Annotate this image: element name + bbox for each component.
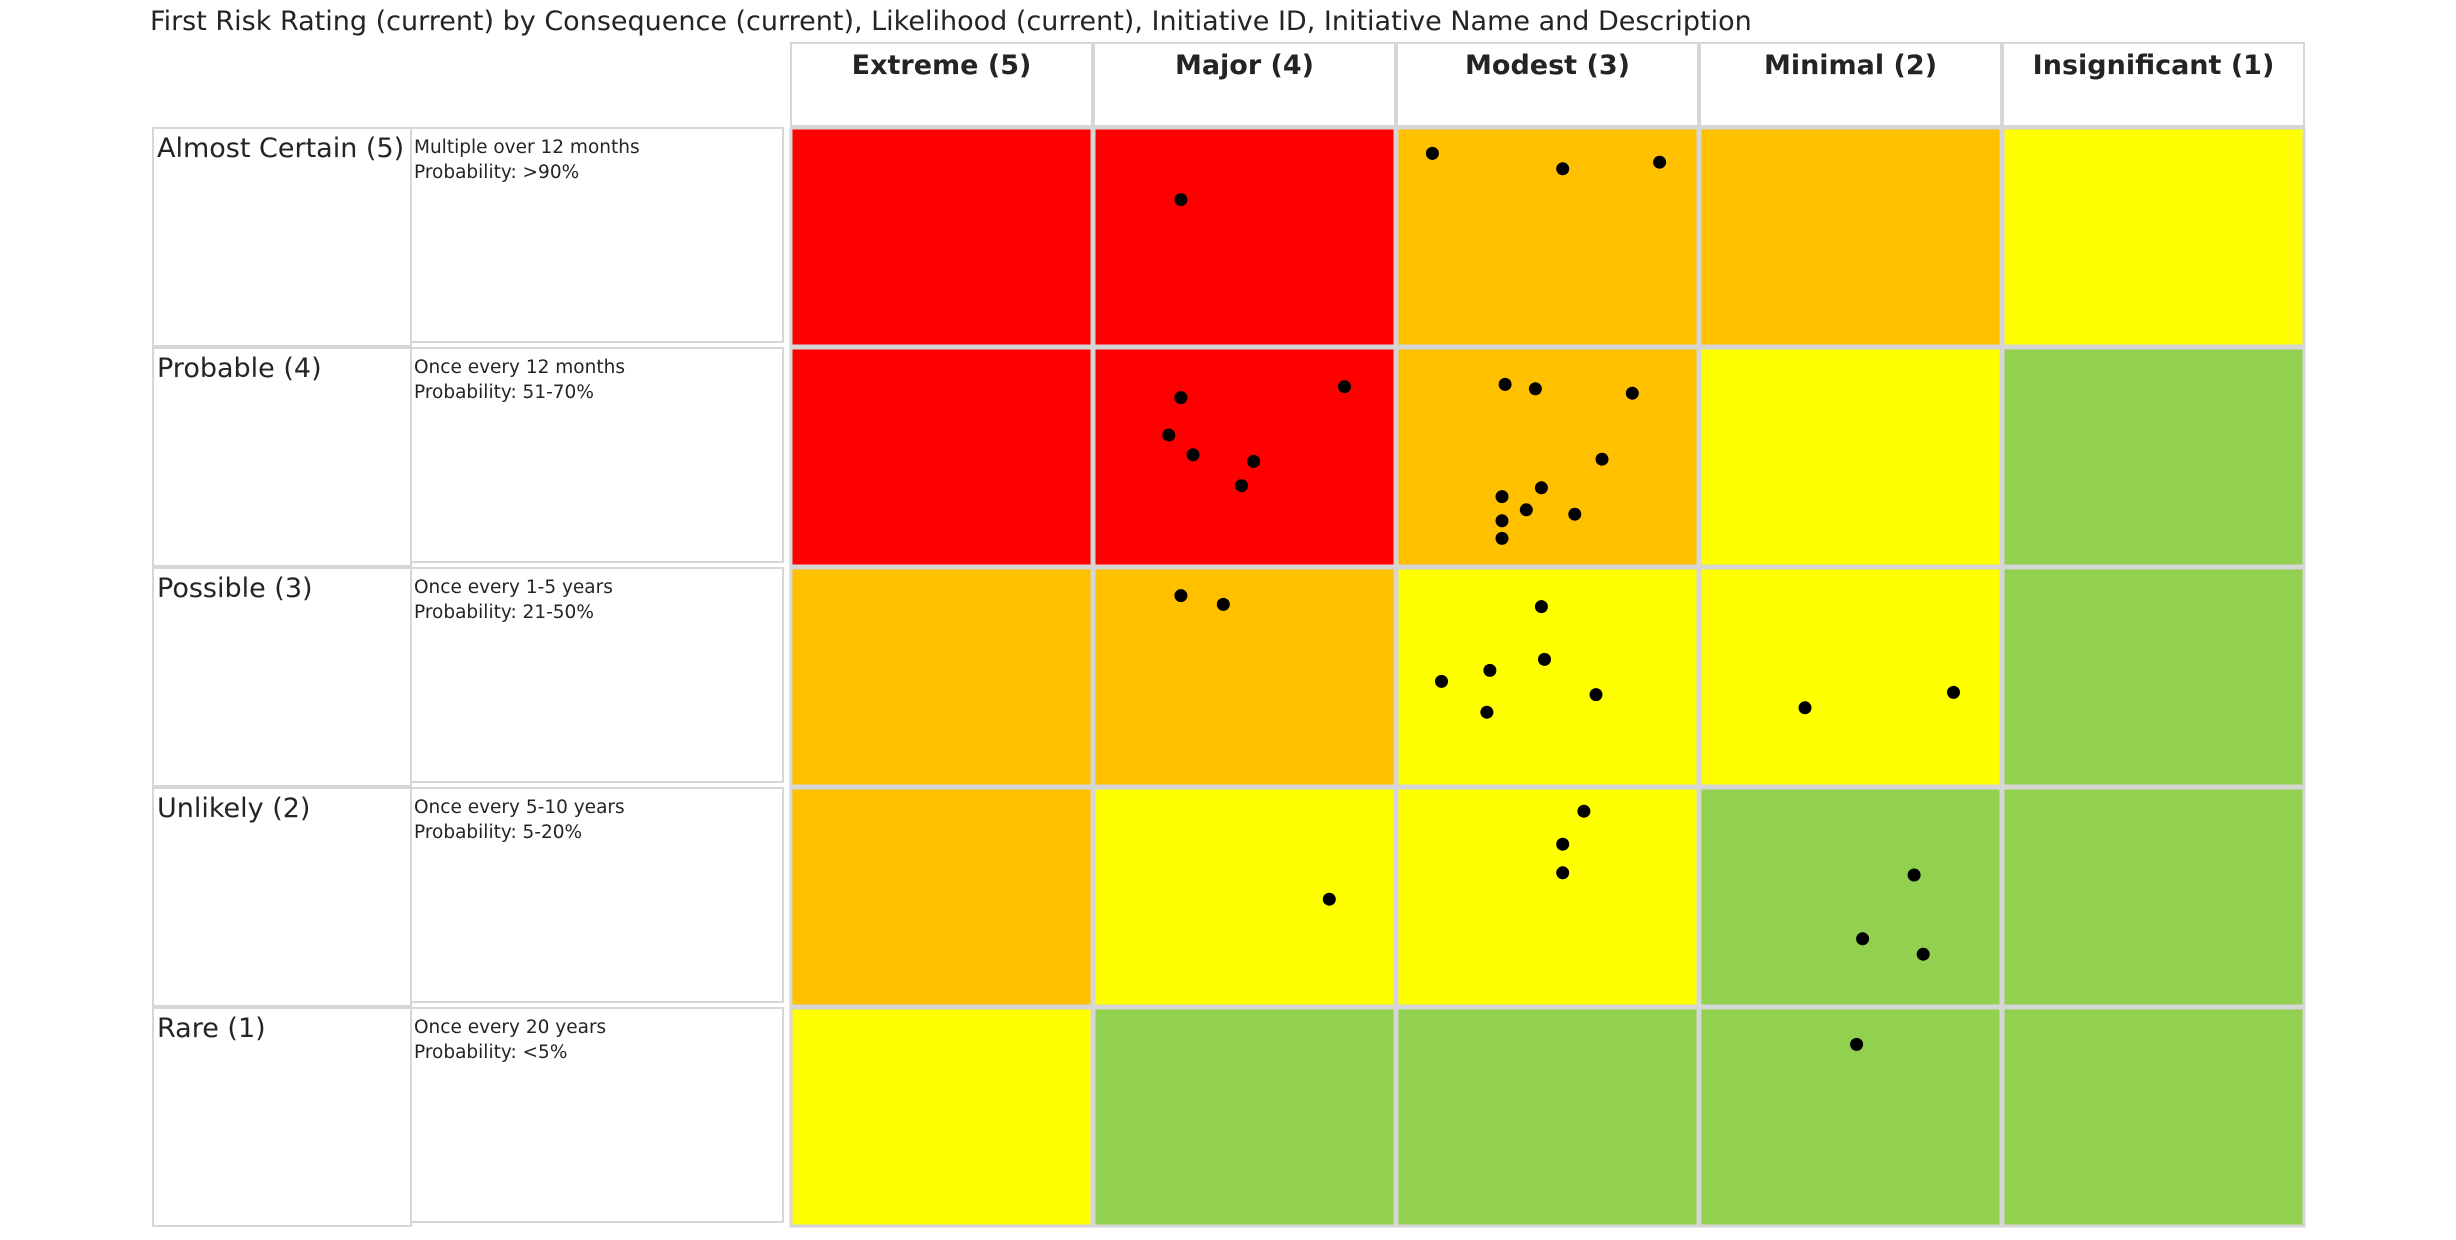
risk-cell-almost-certain-5-major-4 [1092, 126, 1397, 348]
risk-point-8[interactable] [1186, 448, 1200, 462]
risk-cell-unlikely-2-major-4 [1092, 786, 1397, 1008]
risk-point-5[interactable] [1174, 391, 1188, 405]
row-frequency-text: Once every 12 months [414, 357, 625, 378]
risk-point-26[interactable] [1435, 674, 1448, 688]
row-description-unlikely-2: Once every 5-10 years Probability: 5-20% [410, 787, 784, 1003]
risk-cell-rare-1-extreme-5 [789, 1006, 1094, 1228]
risk-point-16[interactable] [1495, 490, 1509, 504]
risk-point-34[interactable] [1556, 866, 1570, 880]
risk-point-10[interactable] [1235, 479, 1248, 493]
row-frequency-text: Once every 5-10 years [414, 797, 625, 818]
risk-cell-probable-4-extreme-5 [789, 346, 1094, 568]
column-header-minimal-2: Minimal (2) [1699, 42, 2002, 127]
risk-point-15[interactable] [1534, 481, 1548, 495]
row-frequency-text: Multiple over 12 months [414, 137, 640, 158]
risk-point-18[interactable] [1568, 507, 1582, 521]
risk-point-32[interactable] [1577, 804, 1591, 818]
risk-point-22[interactable] [1216, 597, 1230, 611]
risk-cell-possible-3-extreme-5 [789, 566, 1094, 788]
risk-cell-unlikely-2-extreme-5 [789, 786, 1094, 1008]
risk-cell-rare-1-minimal-2 [1698, 1006, 2003, 1228]
row-probability-text: Probability: 21-50% [414, 602, 594, 623]
risk-point-29[interactable] [1798, 701, 1812, 715]
risk-point-7[interactable] [1162, 428, 1176, 442]
row-description-possible-3: Once every 1-5 years Probability: 21-50% [410, 567, 784, 783]
risk-point-31[interactable] [1322, 892, 1336, 906]
risk-cell-rare-1-major-4 [1092, 1006, 1397, 1228]
risk-cell-almost-certain-5-minimal-2 [1698, 126, 2003, 348]
risk-cell-possible-3-modest-3 [1395, 566, 1700, 788]
risk-cell-probable-4-modest-3 [1395, 346, 1700, 568]
risk-point-9[interactable] [1247, 454, 1261, 468]
row-probability-text: Probability: 5-20% [414, 822, 583, 843]
risk-cell-unlikely-2-insignificant-1 [2001, 786, 2306, 1008]
row-probability-text: Probability: <5% [414, 1042, 568, 1063]
risk-point-23[interactable] [1534, 600, 1548, 614]
row-frequency-text: Once every 1-5 years [414, 577, 613, 598]
row-label-probable-4: Probable (4) [152, 347, 412, 567]
column-header-insignificant-1: Insignificant (1) [2002, 42, 2305, 127]
risk-point-25[interactable] [1483, 663, 1497, 677]
risk-point-37[interactable] [1916, 947, 1930, 961]
risk-point-30[interactable] [1947, 685, 1960, 699]
row-label-almost-certain-5: Almost Certain (5) [152, 127, 412, 347]
risk-cell-possible-3-insignificant-1 [2001, 566, 2306, 788]
risk-point-11[interactable] [1498, 377, 1512, 391]
risk-point-3[interactable] [1556, 162, 1570, 176]
risk-cell-unlikely-2-modest-3 [1395, 786, 1700, 1008]
column-header-major-4: Major (4) [1093, 42, 1396, 127]
risk-cell-rare-1-insignificant-1 [2001, 1006, 2306, 1228]
risk-point-1[interactable] [1174, 193, 1188, 207]
risk-point-13[interactable] [1625, 386, 1639, 400]
risk-cell-possible-3-minimal-2 [1698, 566, 2003, 788]
row-description-almost-certain-5: Multiple over 12 months Probability: >90% [410, 127, 784, 343]
risk-point-21[interactable] [1174, 589, 1188, 603]
risk-cell-almost-certain-5-insignificant-1 [2001, 126, 2306, 348]
risk-point-20[interactable] [1495, 531, 1509, 545]
risk-point-35[interactable] [1907, 868, 1921, 882]
risk-point-38[interactable] [1850, 1037, 1864, 1051]
risk-point-12[interactable] [1528, 382, 1542, 396]
risk-point-17[interactable] [1519, 503, 1533, 517]
risk-cell-unlikely-2-minimal-2 [1698, 786, 2003, 1008]
risk-cell-rare-1-modest-3 [1395, 1006, 1700, 1228]
column-header-modest-3: Modest (3) [1396, 42, 1699, 127]
row-description-rare-1: Once every 20 years Probability: <5% [410, 1007, 784, 1223]
risk-cell-almost-certain-5-extreme-5 [789, 126, 1094, 348]
risk-point-28[interactable] [1480, 705, 1494, 719]
risk-point-19[interactable] [1495, 514, 1509, 528]
risk-point-14[interactable] [1595, 452, 1609, 466]
row-frequency-text: Once every 20 years [414, 1017, 607, 1038]
risk-point-33[interactable] [1556, 837, 1570, 851]
risk-point-2[interactable] [1425, 146, 1439, 160]
row-label-unlikely-2: Unlikely (2) [152, 787, 412, 1007]
risk-cell-probable-4-major-4 [1092, 346, 1397, 568]
risk-point-36[interactable] [1856, 932, 1870, 946]
risk-cell-probable-4-minimal-2 [1698, 346, 2003, 568]
column-header-extreme-5: Extreme (5) [790, 42, 1093, 127]
risk-cell-probable-4-insignificant-1 [2001, 346, 2306, 568]
risk-point-4[interactable] [1653, 155, 1667, 169]
risk-cell-possible-3-major-4 [1092, 566, 1397, 788]
risk-cell-almost-certain-5-modest-3 [1395, 126, 1700, 348]
risk-point-6[interactable] [1338, 380, 1351, 394]
row-label-possible-3: Possible (3) [152, 567, 412, 787]
row-probability-text: Probability: >90% [414, 162, 580, 183]
chart-title: First Risk Rating (current) by Consequen… [150, 6, 1752, 37]
row-description-probable-4: Once every 12 months Probability: 51-70% [410, 347, 784, 563]
row-probability-text: Probability: 51-70% [414, 382, 594, 403]
risk-point-27[interactable] [1589, 688, 1603, 702]
risk-point-24[interactable] [1538, 652, 1551, 666]
